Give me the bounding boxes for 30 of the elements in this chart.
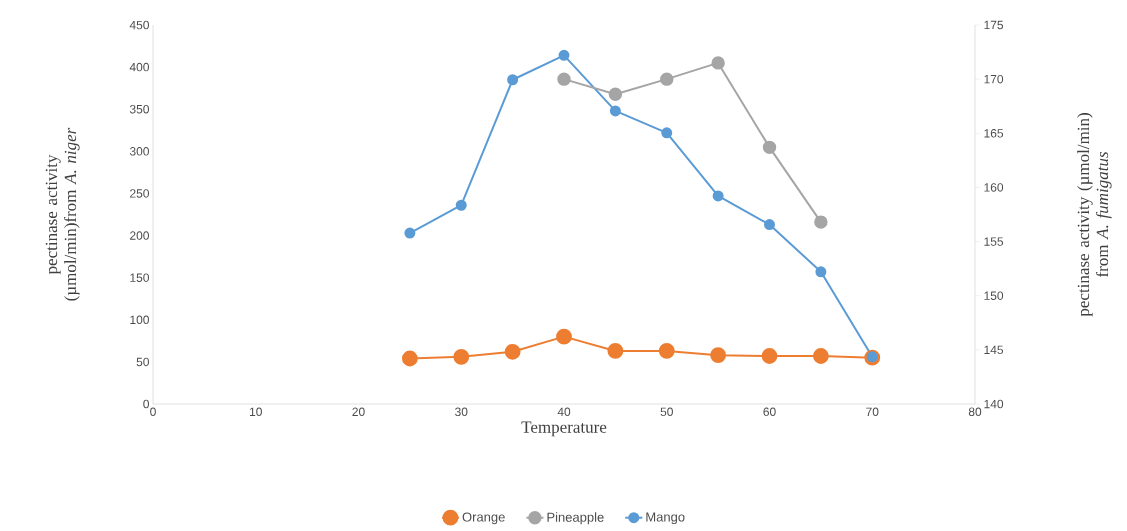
- x-tick-label: 40: [557, 407, 571, 417]
- legend-label: Pineapple: [547, 512, 604, 525]
- x-tick-label: 60: [763, 407, 776, 417]
- legend-label: Orange: [462, 512, 505, 525]
- x-tick-label: 30: [455, 407, 468, 417]
- y2-tick-label: 170: [984, 74, 1004, 84]
- y-tick-label: 250: [130, 189, 149, 198]
- y-tick-label: 300: [129, 147, 149, 156]
- y-tick-label: 350: [129, 104, 149, 114]
- x-tick-label: 20: [352, 407, 365, 417]
- y2-tick-label: 140: [984, 399, 1004, 409]
- y2-tick-label: 165: [984, 129, 1004, 138]
- y-tick-label: 50: [136, 357, 150, 367]
- x-tick-label: 10: [249, 407, 262, 417]
- y2-tick-label: 155: [984, 237, 1004, 246]
- y-tick-label: 450: [129, 20, 149, 30]
- y-tick-label: 400: [129, 62, 149, 72]
- y2-tick-label: 175: [984, 20, 1004, 30]
- x-tick-label: 80: [968, 407, 982, 417]
- y-tick-label: 0: [143, 399, 150, 409]
- y-tick-label: 200: [130, 231, 149, 240]
- y2-tick-label: 150: [984, 291, 1004, 300]
- y-tick-label: 150: [130, 273, 149, 282]
- y2-tick-label: 145: [984, 345, 1004, 355]
- y2-tick-label: 160: [984, 183, 1004, 192]
- legend-label: Mango: [646, 512, 685, 525]
- y-tick-label: 100: [130, 315, 149, 325]
- x-tick-label: 70: [866, 407, 879, 417]
- x-tick-label: 50: [660, 407, 673, 417]
- x-axis-title: Temperature: [521, 421, 607, 437]
